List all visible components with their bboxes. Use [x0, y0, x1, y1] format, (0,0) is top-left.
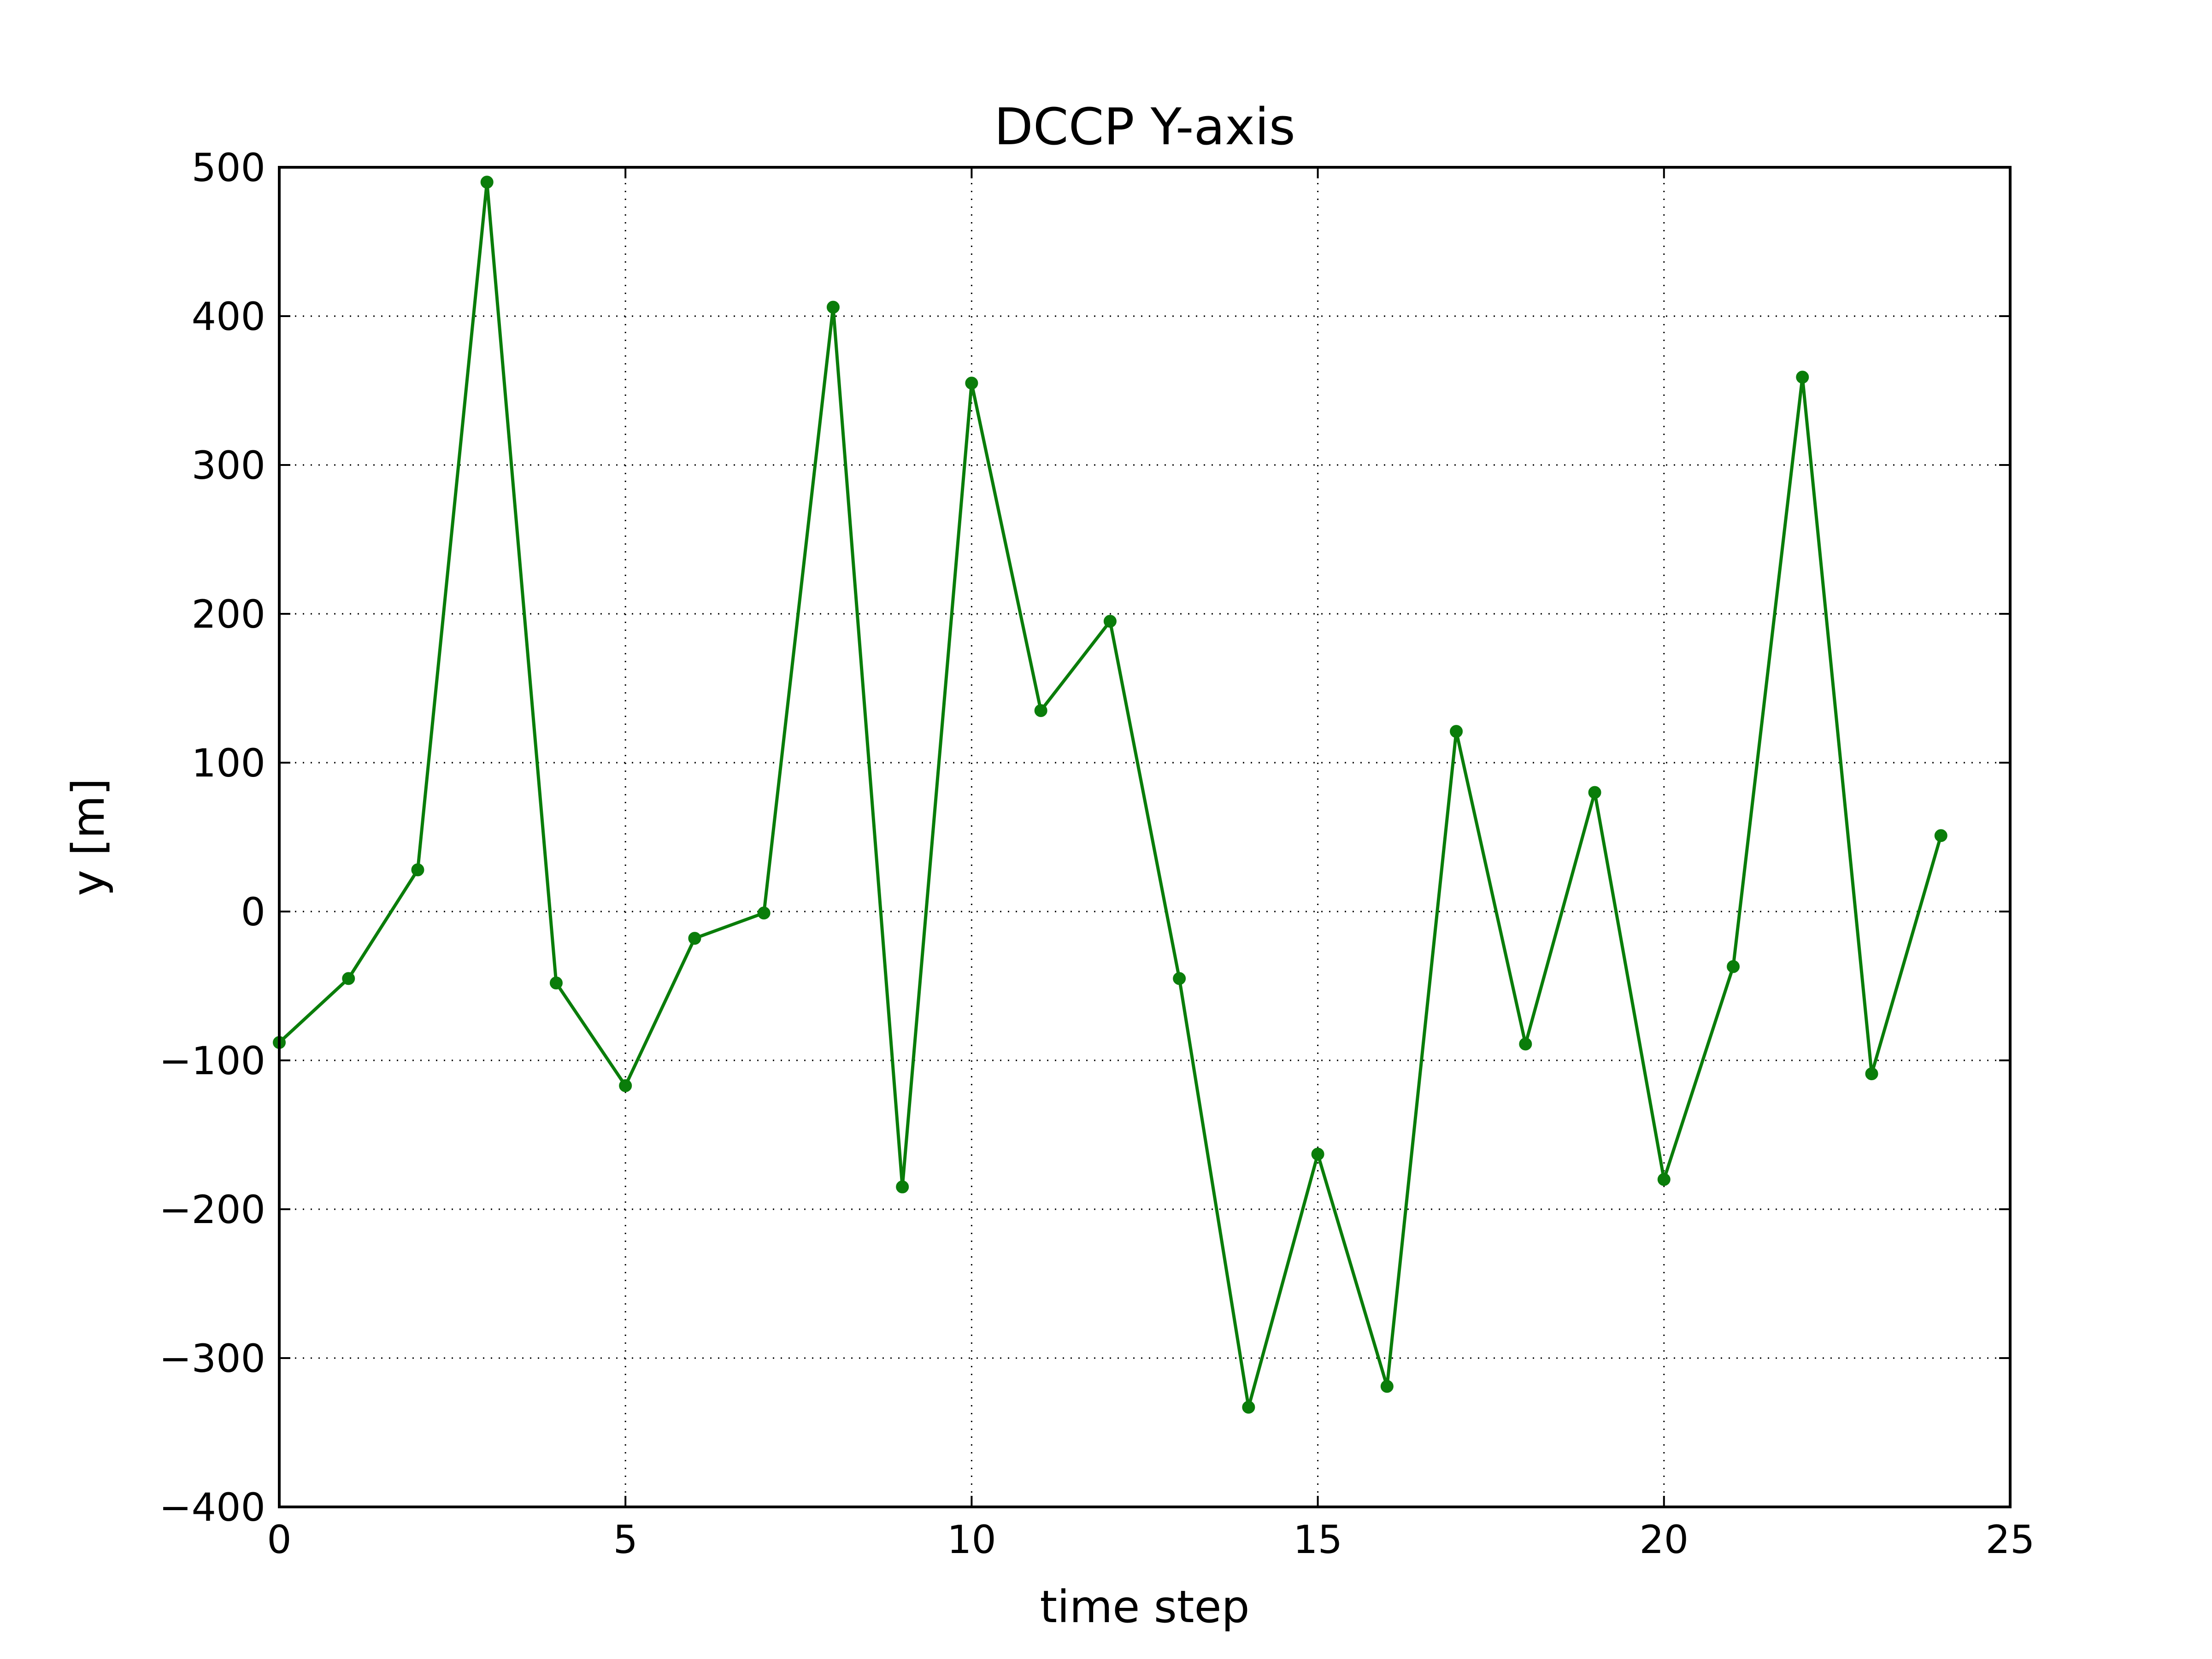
y-tick-label: −300 [159, 1336, 265, 1381]
y-tick-label: −200 [159, 1187, 265, 1232]
data-point [826, 300, 840, 314]
y-tick-label: 500 [192, 145, 265, 190]
data-point [1657, 1173, 1671, 1186]
y-tick-label: 400 [192, 294, 265, 339]
data-point [1450, 725, 1463, 738]
data-point [757, 906, 771, 920]
data-point [549, 977, 563, 990]
x-tick-label: 5 [613, 1517, 637, 1562]
data-point [1103, 615, 1117, 628]
data-point [1380, 1380, 1394, 1393]
y-axis-title: y [m] [63, 778, 114, 896]
data-point [619, 1079, 632, 1092]
data-point [480, 176, 494, 189]
y-tick-label: −100 [159, 1038, 265, 1083]
x-tick-label: 15 [1293, 1517, 1342, 1562]
data-point [688, 932, 701, 945]
data-point [1865, 1067, 1878, 1081]
plot-area-frame [278, 166, 2012, 1508]
y-tick-label: 0 [241, 889, 265, 935]
data-point [1242, 1400, 1255, 1414]
axis-ticks: 0 5 10 15 20 25 −400 −300 −200 −100 0 100 200 300 400 5… [159, 145, 2035, 1562]
data-point [1796, 371, 1809, 384]
data-point [1588, 786, 1601, 799]
chart-title: DCCP Y-axis [994, 97, 1295, 156]
data-point [896, 1180, 909, 1194]
x-axis-title: time step [1040, 1581, 1249, 1633]
data-point [1727, 960, 1740, 973]
data-point [1934, 829, 1947, 842]
data-point [1519, 1037, 1532, 1051]
x-tick-label: 10 [947, 1517, 996, 1562]
y-tick-label: 300 [192, 443, 265, 488]
y-tick-label: 100 [192, 741, 265, 786]
data-point [411, 863, 424, 877]
data-point [1173, 972, 1186, 985]
data-series [273, 176, 1947, 1414]
y-tick-label: −400 [159, 1485, 265, 1530]
data-point [342, 972, 355, 985]
data-point [1311, 1147, 1324, 1161]
data-point [965, 377, 978, 390]
x-tick-label: 0 [267, 1517, 291, 1562]
x-tick-label: 25 [1986, 1517, 2035, 1562]
y-tick-label: 200 [192, 592, 265, 637]
x-tick-label: 20 [1639, 1517, 1688, 1562]
data-point [1034, 704, 1047, 717]
